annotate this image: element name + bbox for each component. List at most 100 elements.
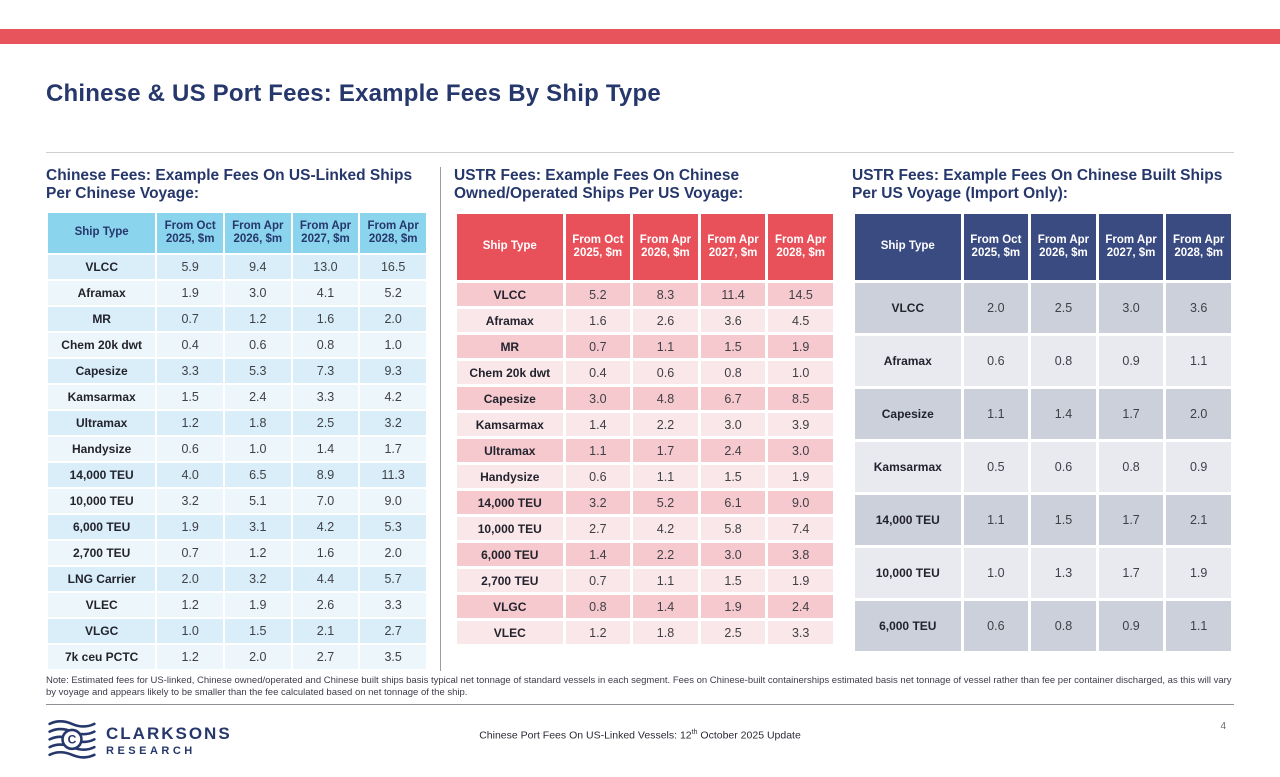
table-row: Handysize 0.6 1.1 1.5 1.9: [457, 465, 833, 488]
fee-value-cell: 0.7: [565, 335, 631, 358]
fee-value-cell: 1.1: [1166, 601, 1231, 651]
footer-caption: Chinese Port Fees On US-Linked Vessels: …: [46, 729, 1234, 742]
ship-type-cell: 6,000 TEU: [457, 543, 563, 566]
fee-value-cell: 2.4: [768, 595, 833, 618]
fee-value-cell: 1.1: [633, 465, 698, 488]
ship-type-cell: 14,000 TEU: [457, 491, 563, 514]
table-row: 14,000 TEU 3.2 5.2 6.1 9.0: [457, 491, 833, 514]
fee-value-cell: 1.9: [224, 593, 291, 617]
fee-value-cell: 3.6: [700, 309, 766, 332]
fee-value-cell: 0.6: [963, 336, 1029, 386]
fee-value-cell: 9.4: [224, 255, 291, 279]
ship-type-cell: VLGC: [48, 619, 156, 643]
fee-value-cell: 1.9: [768, 335, 833, 358]
table-row: Kamsarmax 1.4 2.2 3.0 3.9: [457, 413, 833, 436]
ship-type-cell: Ultramax: [457, 439, 563, 462]
fee-value-cell: 1.7: [1098, 495, 1164, 545]
period-column-header: From Apr 2027, $m: [1098, 214, 1164, 280]
table-row: LNG Carrier 2.0 3.2 4.4 5.7: [48, 567, 426, 591]
fee-value-cell: 1.0: [768, 361, 833, 384]
period-column-header: From Apr 2028, $m: [360, 213, 426, 253]
period-column-header: From Apr 2028, $m: [1166, 214, 1231, 280]
fee-value-cell: 3.8: [768, 543, 833, 566]
table-row: Ultramax 1.1 1.7 2.4 3.0: [457, 439, 833, 462]
table-row: VLCC 5.9 9.4 13.0 16.5: [48, 255, 426, 279]
fee-value-cell: 2.4: [224, 385, 291, 409]
fee-value-cell: 1.0: [157, 619, 223, 643]
ship-type-column-header: Ship Type: [48, 213, 156, 253]
fee-value-cell: 3.0: [224, 281, 291, 305]
fee-value-cell: 1.5: [224, 619, 291, 643]
fee-value-cell: 0.7: [157, 307, 223, 331]
footer: C CLARKSONS RESEARCH Chinese Port Fees O…: [46, 717, 1234, 765]
period-column-header: From Apr 2026, $m: [633, 214, 698, 280]
ustr-owned-operated-section: USTR Fees: Example Fees On Chinese Owned…: [441, 167, 842, 671]
ship-type-cell: MR: [48, 307, 156, 331]
ship-type-cell: LNG Carrier: [48, 567, 156, 591]
fee-value-cell: 1.1: [565, 439, 631, 462]
table-row: 10,000 TEU 1.0 1.3 1.7 1.9: [855, 548, 1231, 598]
fee-value-cell: 1.6: [292, 541, 359, 565]
fee-value-cell: 6.7: [700, 387, 766, 410]
fee-value-cell: 1.5: [700, 465, 766, 488]
fee-value-cell: 1.2: [157, 411, 223, 435]
fee-value-cell: 1.2: [157, 593, 223, 617]
fee-value-cell: 0.9: [1098, 336, 1164, 386]
ship-type-cell: 14,000 TEU: [855, 495, 961, 545]
ustr-owned-operated-table-title: USTR Fees: Example Fees On Chinese Owned…: [454, 167, 744, 203]
fee-value-cell: 1.7: [1098, 389, 1164, 439]
fee-value-cell: 1.1: [1166, 336, 1231, 386]
fee-value-cell: 2.7: [565, 517, 631, 540]
fee-value-cell: 2.5: [1031, 283, 1096, 333]
fee-value-cell: 1.8: [633, 621, 698, 644]
fee-value-cell: 5.2: [565, 283, 631, 306]
fee-value-cell: 2.0: [224, 645, 291, 669]
table-row: 2,700 TEU 0.7 1.2 1.6 2.0: [48, 541, 426, 565]
ship-type-cell: Handysize: [48, 437, 156, 461]
fee-value-cell: 2.0: [1166, 389, 1231, 439]
fee-value-cell: 4.8: [633, 387, 698, 410]
table-row: VLGC 0.8 1.4 1.9 2.4: [457, 595, 833, 618]
ship-type-cell: MR: [457, 335, 563, 358]
fee-value-cell: 4.2: [292, 515, 359, 539]
table-row: VLGC 1.0 1.5 2.1 2.7: [48, 619, 426, 643]
fee-value-cell: 0.9: [1098, 601, 1164, 651]
ship-type-cell: 14,000 TEU: [48, 463, 156, 487]
fee-value-cell: 2.0: [157, 567, 223, 591]
ustr-chinese-built-table: Ship Type From Oct 2025, $m From Apr 2026,…: [852, 211, 1234, 654]
period-column-header: From Oct 2025, $m: [565, 214, 631, 280]
fee-value-cell: 1.2: [224, 541, 291, 565]
fee-value-cell: 6.1: [700, 491, 766, 514]
ship-type-cell: Chem 20k dwt: [457, 361, 563, 384]
fee-value-cell: 5.2: [360, 281, 426, 305]
ustr-owned-operated-table: Ship Type From Oct 2025, $m From Apr 2026,…: [454, 211, 836, 647]
fee-value-cell: 3.9: [768, 413, 833, 436]
fee-value-cell: 4.0: [157, 463, 223, 487]
fee-value-cell: 5.3: [224, 359, 291, 383]
fee-value-cell: 8.5: [768, 387, 833, 410]
ship-type-cell: Kamsarmax: [855, 442, 961, 492]
fee-value-cell: 5.3: [360, 515, 426, 539]
fee-value-cell: 3.3: [360, 593, 426, 617]
fee-value-cell: 1.2: [565, 621, 631, 644]
fee-value-cell: 5.9: [157, 255, 223, 279]
fee-value-cell: 1.2: [224, 307, 291, 331]
brand: C CLARKSONS RESEARCH: [46, 717, 232, 765]
tables-area: Chinese Fees: Example Fees On US-Linked …: [46, 167, 1234, 671]
fee-value-cell: 9.3: [360, 359, 426, 383]
fee-value-cell: 0.4: [565, 361, 631, 384]
period-column-header: From Apr 2028, $m: [768, 214, 833, 280]
fee-value-cell: 1.1: [633, 335, 698, 358]
table-row: Chem 20k dwt 0.4 0.6 0.8 1.0: [457, 361, 833, 384]
fee-value-cell: 0.9: [1166, 442, 1231, 492]
fee-value-cell: 1.4: [565, 543, 631, 566]
fee-value-cell: 1.9: [700, 595, 766, 618]
fee-value-cell: 2.5: [292, 411, 359, 435]
fee-value-cell: 1.9: [157, 281, 223, 305]
table-row: 10,000 TEU 2.7 4.2 5.8 7.4: [457, 517, 833, 540]
ship-type-cell: VLCC: [457, 283, 563, 306]
fee-value-cell: 2.7: [360, 619, 426, 643]
fee-value-cell: 0.8: [700, 361, 766, 384]
ship-type-cell: Capesize: [855, 389, 961, 439]
fee-value-cell: 1.4: [292, 437, 359, 461]
